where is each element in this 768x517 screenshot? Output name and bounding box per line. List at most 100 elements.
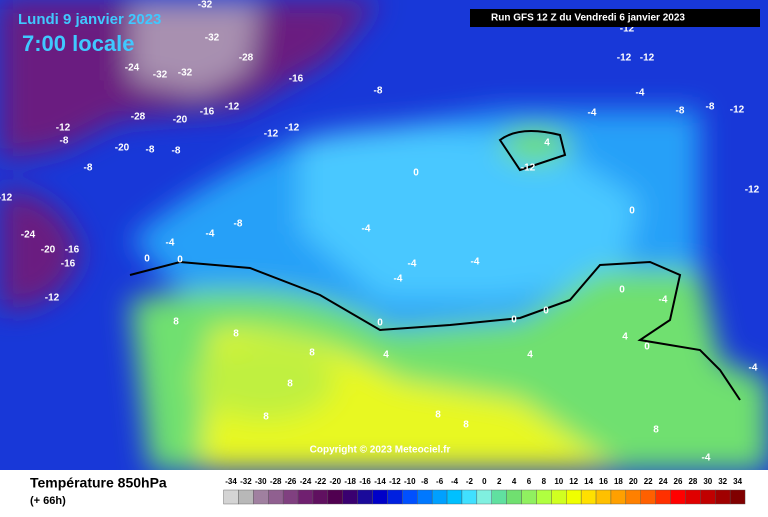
very-cold-region bbox=[130, 0, 260, 95]
contour-label: -12 bbox=[730, 105, 745, 116]
scale-label: 26 bbox=[674, 477, 683, 486]
contour-label: 0 bbox=[644, 342, 650, 353]
scale-label: 6 bbox=[527, 477, 532, 486]
scale-label: 12 bbox=[569, 477, 578, 486]
contour-label: -28 bbox=[239, 53, 254, 64]
scale-swatch bbox=[655, 489, 671, 505]
contour-label: -32 bbox=[178, 68, 193, 79]
contour-label: -20 bbox=[173, 115, 188, 126]
scale-label: -30 bbox=[255, 477, 267, 486]
scale-swatch bbox=[700, 489, 716, 505]
contour-label: 0 bbox=[377, 318, 383, 329]
contour-label: -12 bbox=[225, 102, 240, 113]
scale-swatch bbox=[402, 489, 418, 505]
scale-label: 30 bbox=[703, 477, 712, 486]
scale-label: -14 bbox=[374, 477, 386, 486]
scale-label: 28 bbox=[688, 477, 697, 486]
scale-swatch bbox=[566, 489, 582, 505]
scale-swatch bbox=[238, 489, 254, 505]
scale-swatch bbox=[715, 489, 731, 505]
contour-label: -16 bbox=[200, 107, 215, 118]
scale-swatch bbox=[312, 489, 329, 505]
contour-label: -8 bbox=[374, 86, 383, 97]
legend-title: Température 850hPa bbox=[30, 475, 167, 491]
contour-label: -8 bbox=[706, 102, 715, 113]
contour-label: 8 bbox=[233, 329, 239, 340]
contour-label: -12 bbox=[285, 123, 300, 134]
contour-label: -4 bbox=[166, 238, 175, 249]
scale-swatch bbox=[253, 489, 269, 505]
contour-label: -4 bbox=[408, 259, 417, 270]
copyright: Copyright © 2023 Meteociel.fr bbox=[310, 445, 451, 456]
contour-label: -32 bbox=[153, 70, 168, 81]
scale-swatch bbox=[625, 489, 641, 505]
scale-label: -4 bbox=[451, 477, 459, 486]
contour-label: 8 bbox=[653, 425, 659, 436]
scale-label: 20 bbox=[629, 477, 638, 486]
contour-label: 8 bbox=[287, 379, 293, 390]
contour-label: -4 bbox=[471, 257, 480, 268]
scale-label: -12 bbox=[389, 477, 401, 486]
scale-label: 0 bbox=[482, 477, 487, 486]
contour-label: 4 bbox=[622, 332, 628, 343]
color-scale: -34 -32 -30 -28 -26 -24 -22 -20 -18 -16 -14 -12 -10-… bbox=[223, 477, 746, 505]
scale-swatch bbox=[521, 489, 537, 505]
contour-labels: -32 -32 -32 -32 -24 -28 -16 -8 -28 -20 -16 -12 -12 -8… bbox=[0, 0, 760, 464]
run-box bbox=[470, 9, 760, 27]
scale-label: -20 bbox=[330, 477, 342, 486]
contour-label: -12 bbox=[617, 53, 632, 64]
scale-swatch bbox=[580, 489, 597, 505]
contour-label: -20 bbox=[41, 245, 56, 256]
scale-label: -32 bbox=[240, 477, 252, 486]
contour-label: -12 bbox=[640, 53, 655, 64]
contour-label: -12 bbox=[56, 123, 71, 134]
scale-swatch bbox=[610, 489, 627, 505]
scale-label: -24 bbox=[300, 477, 312, 486]
contour-label: -32 bbox=[198, 0, 213, 11]
scale-label: 34 bbox=[733, 477, 742, 486]
contour-label: 8 bbox=[263, 412, 269, 423]
scale-label: -6 bbox=[436, 477, 444, 486]
scale-label: -26 bbox=[285, 477, 297, 486]
contour-label: 0 bbox=[629, 206, 635, 217]
scale-swatch bbox=[595, 489, 612, 505]
scale-label: -10 bbox=[404, 477, 416, 486]
run-info: Run GFS 12 Z du Vendredi 6 janvier 2023 bbox=[491, 13, 685, 24]
scale-swatch bbox=[685, 489, 701, 505]
contour-label: -8 bbox=[234, 219, 243, 230]
contour-label: 0 bbox=[177, 255, 183, 266]
scale-swatch bbox=[491, 489, 507, 505]
contour-label: 0 bbox=[619, 285, 625, 296]
contour-label: -4 bbox=[636, 88, 645, 99]
scale-label: 24 bbox=[659, 477, 668, 486]
scale-label: -16 bbox=[359, 477, 371, 486]
scale-swatch bbox=[536, 489, 552, 505]
contour-label: 0 bbox=[543, 306, 549, 317]
scale-label: -22 bbox=[315, 477, 327, 486]
scale-swatch bbox=[327, 489, 343, 505]
scale-swatch bbox=[431, 489, 448, 505]
scale-swatch bbox=[223, 489, 239, 505]
scale-label: -2 bbox=[466, 477, 474, 486]
scale-swatch bbox=[387, 489, 403, 505]
contour-label: 8 bbox=[435, 410, 441, 421]
scale-swatch bbox=[551, 489, 567, 505]
contour-label: -12 bbox=[0, 193, 13, 204]
valid-date: Lundi 9 janvier 2023 bbox=[18, 11, 161, 28]
warm-patch bbox=[195, 340, 335, 420]
scale-label: -28 bbox=[270, 477, 282, 486]
cold-region bbox=[0, 190, 80, 310]
contour-label: 8 bbox=[173, 317, 179, 328]
scale-label: 4 bbox=[512, 477, 517, 486]
contour-label: -16 bbox=[65, 245, 80, 256]
warm-patch bbox=[500, 127, 570, 163]
contour-label: 4 bbox=[527, 350, 533, 361]
contour-label: -16 bbox=[289, 74, 304, 85]
contour-label: -28 bbox=[131, 112, 146, 123]
valid-time: 7:00 locale bbox=[22, 31, 135, 56]
contour-label: -4 bbox=[749, 363, 758, 374]
scale-swatch bbox=[476, 489, 492, 505]
scale-label: 32 bbox=[718, 477, 727, 486]
contour-label: -8 bbox=[676, 106, 685, 117]
